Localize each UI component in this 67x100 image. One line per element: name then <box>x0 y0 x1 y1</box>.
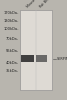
Text: 100kDa-: 100kDa- <box>4 26 19 30</box>
Text: 35kDa-: 35kDa- <box>6 68 19 72</box>
Bar <box>20 10 52 90</box>
Text: 170kDa-: 170kDa- <box>4 10 19 14</box>
Text: Mouse Brain: Mouse Brain <box>25 0 43 9</box>
Text: 55kDa-: 55kDa- <box>6 48 19 52</box>
Text: 40kDa-: 40kDa- <box>6 60 19 64</box>
Bar <box>36 55 47 62</box>
Text: 130kDa-: 130kDa- <box>4 18 19 22</box>
Bar <box>21 55 34 62</box>
Text: SERPINI1: SERPINI1 <box>56 56 67 60</box>
Text: Rat Brain: Rat Brain <box>39 0 53 9</box>
Text: 70kDa-: 70kDa- <box>6 38 19 42</box>
